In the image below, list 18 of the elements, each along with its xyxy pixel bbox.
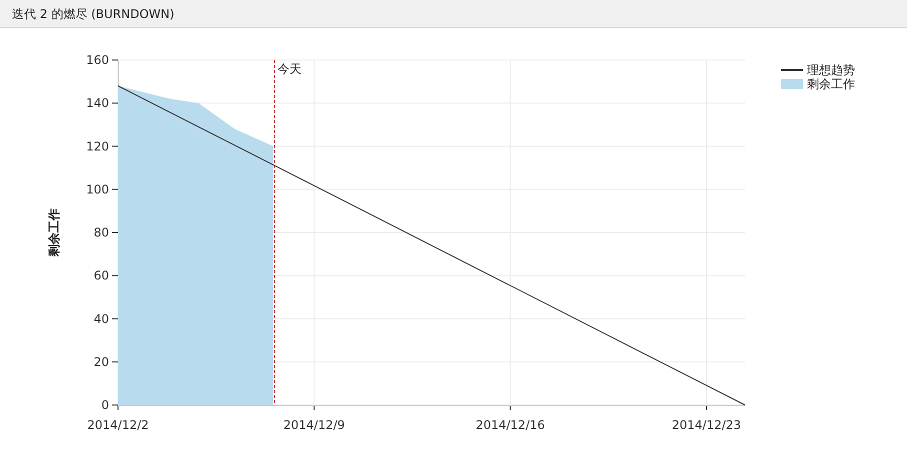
y-tick-label: 120: [86, 139, 109, 154]
legend-label: 剩余工作: [807, 77, 855, 91]
x-tick-label: 2014/12/16: [476, 418, 545, 432]
y-tick-label: 100: [86, 182, 109, 196]
legend-label: 理想趋势: [807, 63, 855, 77]
y-tick-label: 160: [86, 53, 109, 67]
y-tick-label: 80: [94, 226, 109, 240]
chart-title: 迭代 2 的燃尽 (BURNDOWN): [12, 7, 174, 21]
y-tick-label: 60: [94, 268, 109, 283]
y-tick-label: 20: [94, 354, 109, 369]
y-tick-label: 0: [101, 398, 109, 412]
x-tick-label: 2014/12/9: [283, 418, 345, 432]
y-axis-title: 剩余工作: [47, 208, 61, 258]
x-tick-label: 2014/12/2: [87, 418, 149, 432]
x-tick-label: 2014/12/23: [672, 418, 742, 432]
ref-line-label: 今天: [277, 62, 302, 76]
y-tick-label: 40: [94, 312, 109, 326]
y-tick-label: 140: [86, 96, 109, 110]
